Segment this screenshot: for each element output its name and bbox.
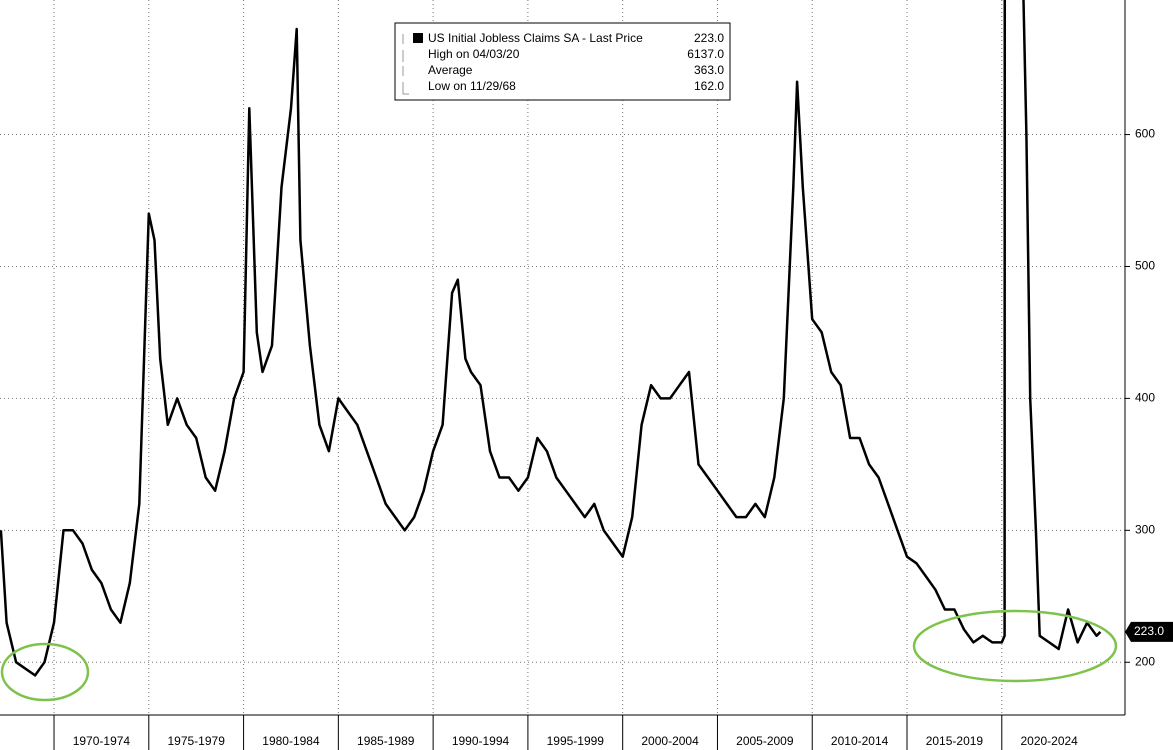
x-tick-label: 2015-2019 [926, 734, 984, 748]
x-tick-label: 1980-1984 [262, 734, 320, 748]
x-tick-label: 1990-1994 [452, 734, 510, 748]
x-tick-label: 1985-1989 [357, 734, 415, 748]
legend-label: US Initial Jobless Claims SA - Last Pric… [428, 31, 643, 45]
legend-value: 6137.0 [687, 47, 724, 61]
legend-value: 223.0 [694, 31, 724, 45]
legend-tree [402, 34, 409, 95]
x-tick-label: 2020-2024 [1020, 734, 1078, 748]
legend-swatch [413, 33, 423, 43]
last-value-tag [1125, 621, 1173, 642]
legend-value: 363.0 [694, 63, 724, 77]
x-tick-label: 1970-1974 [73, 734, 131, 748]
y-tick-label: 600 [1135, 127, 1155, 141]
highlight-ellipse [912, 609, 1118, 683]
x-tick-label: 2010-2014 [831, 734, 889, 748]
y-tick-label: 300 [1135, 522, 1155, 536]
plot-area [0, 0, 1102, 677]
y-tick-label: 200 [1135, 654, 1155, 668]
highlight-ellipse [0, 642, 90, 702]
x-tick-label: 1995-1999 [547, 734, 605, 748]
legend-label: High on 04/03/20 [428, 47, 520, 61]
grid [0, 0, 1125, 715]
legend-box [394, 22, 731, 101]
legend-value: 162.0 [694, 79, 724, 93]
legend-label: Average [428, 63, 473, 77]
x-tick-label: 1975-1979 [167, 734, 225, 748]
last-value-label: 223.0 [1134, 624, 1164, 638]
y-tick-label: 500 [1135, 259, 1155, 273]
x-tick-label: 2005-2009 [736, 734, 794, 748]
legend: US Initial Jobless Claims SA - Last Pric… [394, 22, 731, 101]
x-tick-label: 2000-2004 [641, 734, 699, 748]
y-tick-label: 400 [1135, 391, 1155, 405]
line [0, 0, 1102, 677]
legend-label: Low on 11/29/68 [428, 79, 516, 93]
